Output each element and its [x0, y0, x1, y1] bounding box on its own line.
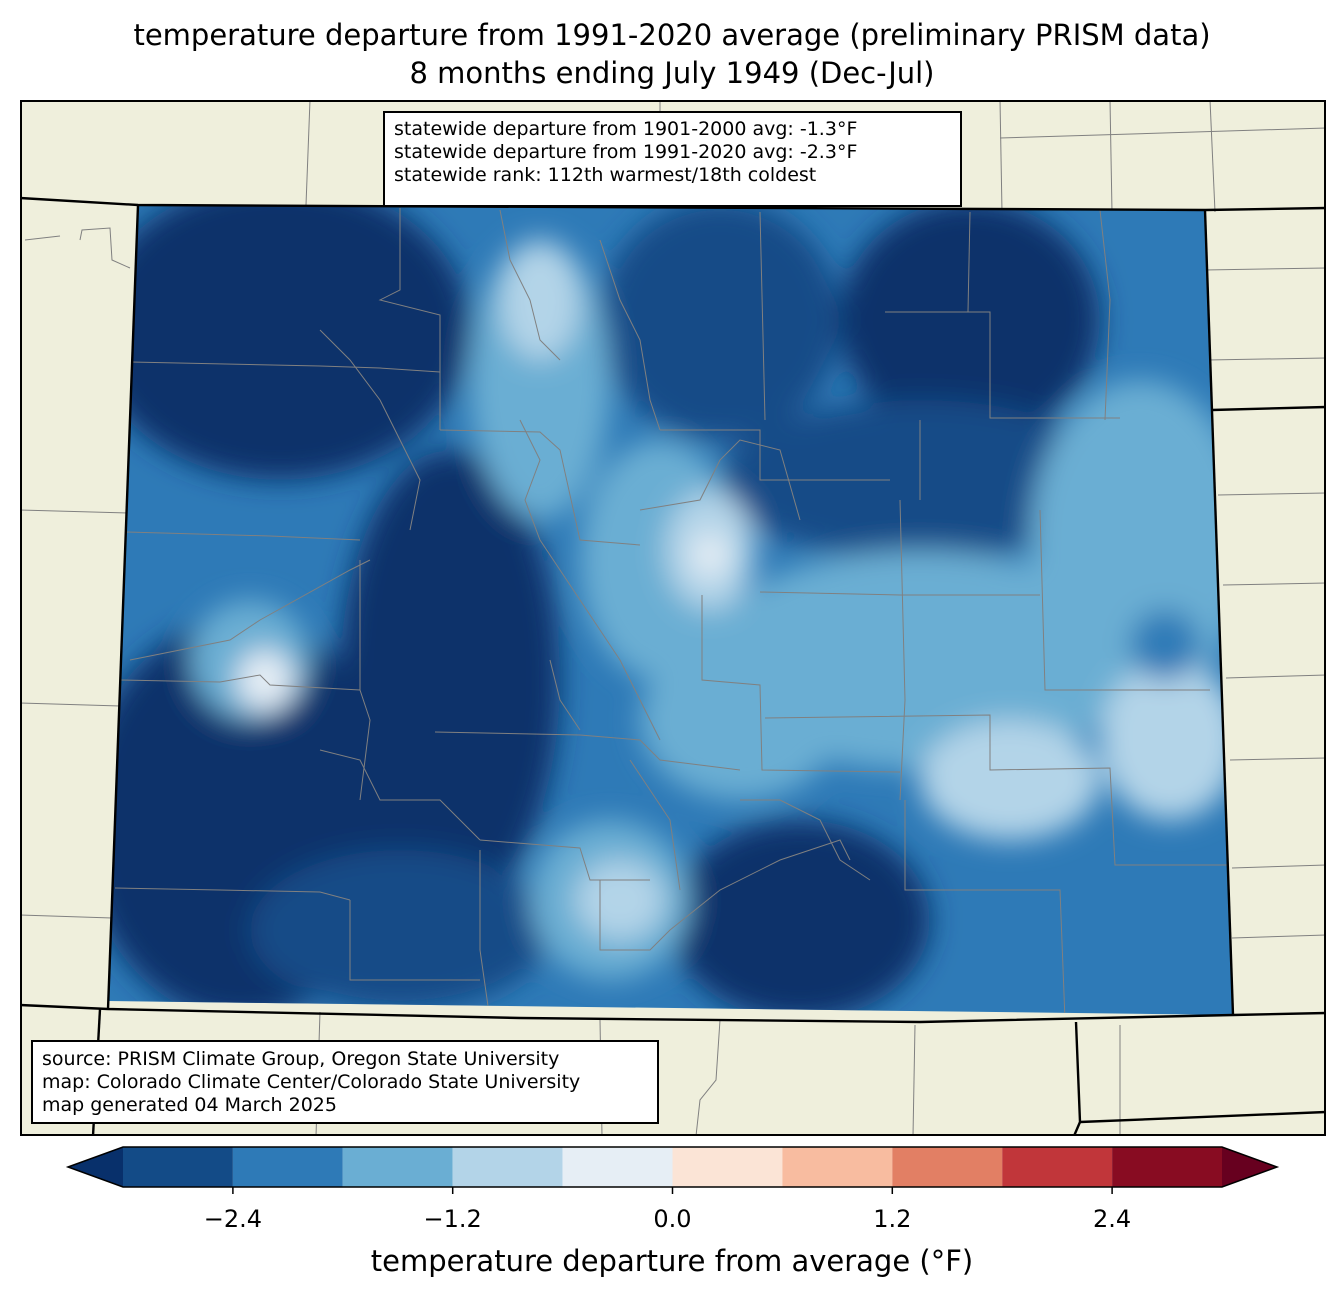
statewide-stats-box: statewide departure from 1901-2000 avg: … — [383, 111, 962, 207]
colorbar-bin — [562, 1147, 673, 1187]
credit-generated: map generated 04 March 2025 — [42, 1094, 337, 1116]
colorbar-label: temperature departure from average (°F) — [370, 1244, 974, 1278]
colorbar-bin — [1112, 1147, 1222, 1187]
colorbar-tick-label: −2.4 — [203, 1205, 263, 1233]
map-panel — [20, 100, 1326, 1136]
stats-line-1991-2020: statewide departure from 1991-2020 avg: … — [394, 141, 858, 163]
colorbar-bin — [342, 1147, 453, 1187]
map-subtitle: 8 months ending July 1949 (Dec-Jul) — [409, 56, 935, 90]
colorbar-bin — [1002, 1147, 1113, 1187]
colorbar-over-arrow — [1222, 1147, 1277, 1187]
colorbar-bin — [232, 1147, 343, 1187]
colorbar — [65, 1146, 1280, 1194]
colorbar-under-arrow — [68, 1147, 123, 1187]
state-borders — [20, 196, 1326, 1136]
colorbar-bin — [782, 1147, 893, 1187]
colorbar-bin — [892, 1147, 1003, 1187]
colorbar-tick-label: 2.4 — [1093, 1205, 1132, 1233]
colorbar-bin — [672, 1147, 783, 1187]
colorbar-outline — [65, 1146, 1280, 1188]
colorbar-tick-label: −1.2 — [423, 1205, 482, 1233]
credits-box: source: PRISM Climate Group, Oregon Stat… — [31, 1040, 659, 1124]
map-title: temperature departure from 1991-2020 ave… — [133, 18, 1211, 52]
map-frame — [20, 100, 1326, 1136]
colorbar-tick-label: 1.2 — [873, 1205, 912, 1233]
colorbar-bin — [123, 1147, 233, 1187]
temperature-field — [108, 205, 1233, 1015]
colorbar-tick-label: 0.0 — [653, 1205, 692, 1233]
stats-line-rank: statewide rank: 112th warmest/18th colde… — [394, 164, 817, 186]
credit-source: source: PRISM Climate Group, Oregon Stat… — [42, 1048, 560, 1070]
credit-map: map: Colorado Climate Center/Colorado St… — [42, 1071, 581, 1093]
stats-line-1901-2000: statewide departure from 1901-2000 avg: … — [394, 118, 858, 140]
colorbar-bin — [452, 1147, 563, 1187]
colorado-county-lines — [114, 208, 1230, 1015]
